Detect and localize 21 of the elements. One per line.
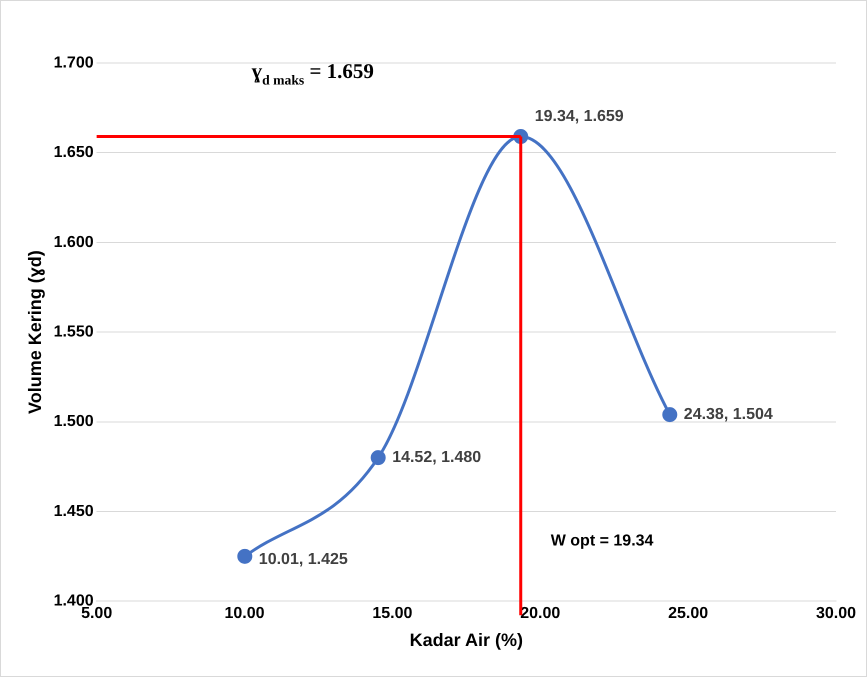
x-tick-label: 15.00 <box>372 605 412 622</box>
x-tick-label: 10.00 <box>224 605 265 622</box>
x-tick-label: 20.00 <box>520 605 560 622</box>
data-label: 24.38, 1.504 <box>684 406 773 424</box>
y-tick-label: 1.450 <box>54 502 94 520</box>
y-tick-label: 1.650 <box>54 144 94 162</box>
point <box>662 407 678 422</box>
y-tick-label: 1.550 <box>54 324 94 341</box>
data-label: 14.52, 1.480 <box>392 449 482 466</box>
y-tick-label: 1.500 <box>54 413 94 430</box>
x-tick-label: 25.00 <box>668 605 708 622</box>
y-tick-label: 1.700 <box>54 54 94 72</box>
y-axis-title: Volume Kering (ɣd) <box>24 250 45 414</box>
y-tick-label: 1.600 <box>54 234 94 251</box>
x-tick-label: 30.00 <box>816 605 856 622</box>
x-axis-title: Kadar Air (%) <box>410 630 523 650</box>
ref-line-label: W opt = 19.34 <box>550 532 654 550</box>
data-label: 10.01, 1.425 <box>258 550 348 568</box>
point <box>370 450 386 466</box>
point <box>237 548 252 564</box>
data-label: 19.34, 1.659 <box>534 108 624 125</box>
